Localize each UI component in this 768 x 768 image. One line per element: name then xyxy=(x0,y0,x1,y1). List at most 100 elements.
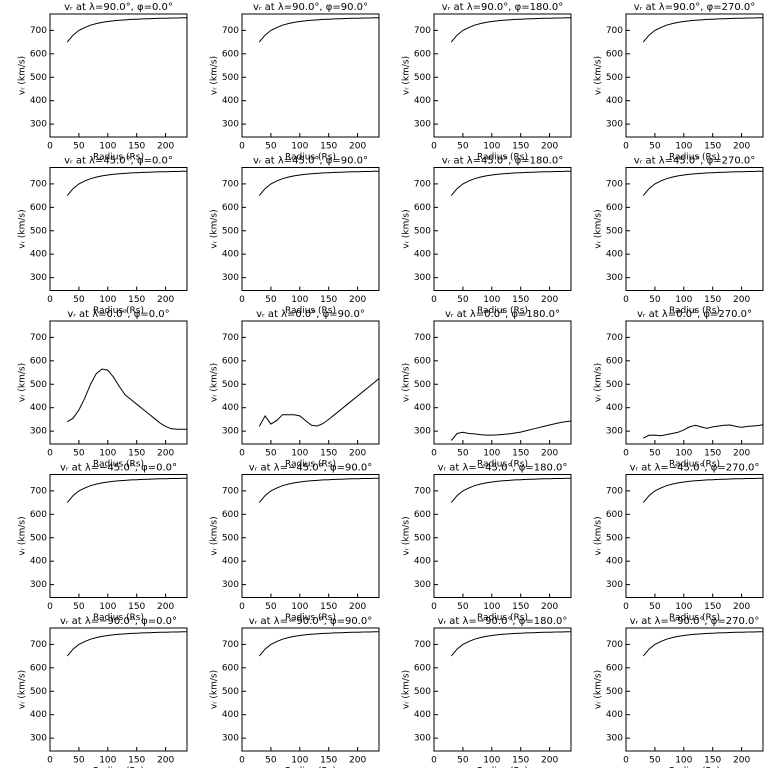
panel-title: vᵣ at λ=−90.0°, φ=270.0° xyxy=(630,616,760,627)
x-tick-label: 50 xyxy=(73,756,85,766)
data-line xyxy=(450,631,571,657)
x-tick-label: 50 xyxy=(265,602,277,612)
data-line xyxy=(66,631,187,657)
x-tick-label: 0 xyxy=(431,756,437,766)
x-tick-label: 200 xyxy=(541,449,558,459)
y-tick-label: 700 xyxy=(222,486,239,496)
x-tick-label: 150 xyxy=(704,449,721,459)
x-tick-label: 200 xyxy=(157,295,174,305)
y-tick-label: 300 xyxy=(414,427,431,437)
x-tick-label: 150 xyxy=(320,756,337,766)
x-tick-label: 100 xyxy=(483,602,500,612)
x-tick-label: 150 xyxy=(320,142,337,152)
x-axis-label: Radius (Rs) xyxy=(669,613,720,623)
y-axis-label: vᵣ (km/s) xyxy=(210,56,220,95)
x-tick-label: 200 xyxy=(349,142,366,152)
y-tick-label: 300 xyxy=(222,427,239,437)
y-tick-label: 500 xyxy=(606,73,623,83)
y-axis-label: vᵣ (km/s) xyxy=(402,670,412,709)
x-axis-label: Radius (Rs) xyxy=(477,460,528,470)
y-tick-label: 600 xyxy=(414,356,431,366)
x-axis-label: Radius (Rs) xyxy=(285,153,336,163)
plot-frame xyxy=(433,320,572,445)
x-tick-label: 50 xyxy=(73,142,85,152)
plot-frame xyxy=(241,13,380,138)
x-tick-label: 100 xyxy=(99,295,116,305)
plot-frame xyxy=(241,474,380,598)
x-tick-label: 100 xyxy=(675,295,692,305)
y-tick-label: 600 xyxy=(414,510,431,520)
data-line xyxy=(66,170,187,196)
y-tick-label: 600 xyxy=(222,356,239,366)
x-tick-label: 50 xyxy=(457,602,469,612)
y-tick-label: 500 xyxy=(606,533,623,543)
x-axis-label: Radius (Rs) xyxy=(93,767,144,768)
y-tick-label: 400 xyxy=(30,557,47,567)
y-tick-label: 300 xyxy=(414,120,431,130)
y-tick-label: 600 xyxy=(30,510,47,520)
x-tick-label: 50 xyxy=(265,449,277,459)
y-tick-label: 700 xyxy=(30,179,47,189)
x-axis-label: Radius (Rs) xyxy=(285,767,336,768)
x-tick-label: 100 xyxy=(483,756,500,766)
x-tick-label: 200 xyxy=(733,449,750,459)
y-tick-label: 500 xyxy=(30,380,47,390)
y-tick-label: 700 xyxy=(30,640,47,650)
plot-frame xyxy=(49,13,188,138)
x-tick-label: 0 xyxy=(47,756,53,766)
x-tick-label: 50 xyxy=(265,142,277,152)
y-tick-label: 500 xyxy=(606,687,623,697)
x-tick-label: 150 xyxy=(128,142,145,152)
panel-title: vᵣ at λ=0.0°, φ=90.0° xyxy=(256,309,365,320)
x-tick-label: 0 xyxy=(239,756,245,766)
y-axis-label: vᵣ (km/s) xyxy=(402,363,412,402)
x-tick-label: 200 xyxy=(541,295,558,305)
data-line xyxy=(450,17,571,43)
x-tick-label: 50 xyxy=(265,295,277,305)
y-axis-label: vᵣ (km/s) xyxy=(18,670,28,709)
y-tick-label: 500 xyxy=(30,533,47,543)
y-tick-label: 400 xyxy=(222,557,239,567)
y-tick-label: 600 xyxy=(414,49,431,59)
data-line xyxy=(258,17,379,43)
x-axis-label: Radius (Rs) xyxy=(669,306,720,316)
x-tick-label: 0 xyxy=(47,142,53,152)
y-tick-label: 600 xyxy=(222,203,239,213)
y-tick-label: 300 xyxy=(414,273,431,283)
y-tick-label: 300 xyxy=(414,580,431,590)
y-tick-label: 300 xyxy=(414,734,431,744)
y-tick-label: 700 xyxy=(414,179,431,189)
y-tick-label: 300 xyxy=(606,427,623,437)
y-tick-label: 700 xyxy=(222,640,239,650)
x-tick-label: 100 xyxy=(291,295,308,305)
plot-frame xyxy=(625,474,764,598)
panel-title: vᵣ at λ=45.0°, φ=270.0° xyxy=(634,156,755,167)
x-tick-label: 150 xyxy=(512,449,529,459)
x-axis-label: Radius (Rs) xyxy=(93,153,144,163)
x-tick-label: 200 xyxy=(733,756,750,766)
x-tick-label: 100 xyxy=(675,449,692,459)
data-line xyxy=(642,631,763,657)
x-tick-label: 50 xyxy=(649,449,661,459)
y-tick-label: 300 xyxy=(222,580,239,590)
x-axis-label: Radius (Rs) xyxy=(669,153,720,163)
plot-frame xyxy=(241,627,380,752)
x-axis-label: Radius (Rs) xyxy=(669,460,720,470)
y-tick-label: 300 xyxy=(30,120,47,130)
y-tick-label: 500 xyxy=(414,226,431,236)
panel-title: vᵣ at λ=0.0°, φ=180.0° xyxy=(445,309,560,320)
x-tick-label: 100 xyxy=(483,142,500,152)
x-tick-label: 0 xyxy=(239,142,245,152)
y-tick-label: 400 xyxy=(414,96,431,106)
y-tick-label: 500 xyxy=(30,226,47,236)
x-tick-label: 150 xyxy=(512,602,529,612)
x-tick-label: 150 xyxy=(704,602,721,612)
x-tick-label: 150 xyxy=(704,142,721,152)
x-tick-label: 150 xyxy=(704,756,721,766)
y-tick-label: 500 xyxy=(222,687,239,697)
x-tick-label: 50 xyxy=(649,142,661,152)
y-tick-label: 600 xyxy=(606,510,623,520)
x-tick-label: 200 xyxy=(157,756,174,766)
x-tick-label: 50 xyxy=(649,295,661,305)
x-tick-label: 150 xyxy=(512,295,529,305)
